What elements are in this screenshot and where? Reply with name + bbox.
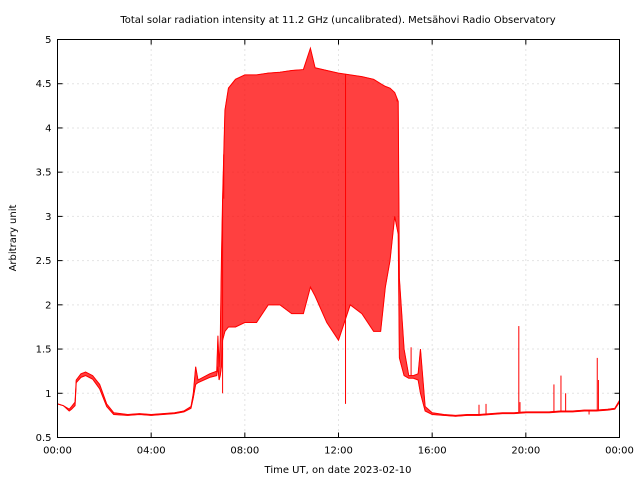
series-line-lower <box>57 216 620 417</box>
x-tick-label: 04:00 <box>137 446 166 457</box>
y-tick-label: 4 <box>45 123 51 134</box>
y-axis-label: Arbitrary unit <box>8 205 19 272</box>
y-tick-label: 1 <box>45 389 51 400</box>
x-axis-label: Time UT, on date 2023-02-10 <box>264 465 412 476</box>
series-line-upper <box>57 46 620 416</box>
x-tick-label: 00:00 <box>605 446 634 457</box>
chart-title: Total solar radiation intensity at 11.2 … <box>119 15 555 26</box>
y-tick-label: 2 <box>45 300 51 311</box>
y-tick-label: 3 <box>45 212 51 223</box>
x-tick-label: 00:00 <box>43 446 72 457</box>
y-axis: 0.5 1 1.5 2 2.5 3 3.5 4 4.5 5 <box>36 35 620 444</box>
y-tick-label: 5 <box>45 35 51 46</box>
y-tick-label: 4.5 <box>36 79 52 90</box>
x-tick-label: 20:00 <box>511 446 540 457</box>
y-tick-label: 1.5 <box>36 345 52 356</box>
x-tick-label: 08:00 <box>230 446 259 457</box>
series-envelope <box>57 47 620 417</box>
x-axis: 00:00 04:00 08:00 12:00 16:00 20:00 00:00 <box>43 39 634 457</box>
y-tick-label: 2.5 <box>36 256 52 267</box>
series-layer <box>57 46 620 417</box>
x-tick-label: 16:00 <box>418 446 447 457</box>
x-tick-label: 12:00 <box>324 446 353 457</box>
y-tick-label: 0.5 <box>36 433 52 444</box>
y-tick-label: 3.5 <box>36 168 52 179</box>
